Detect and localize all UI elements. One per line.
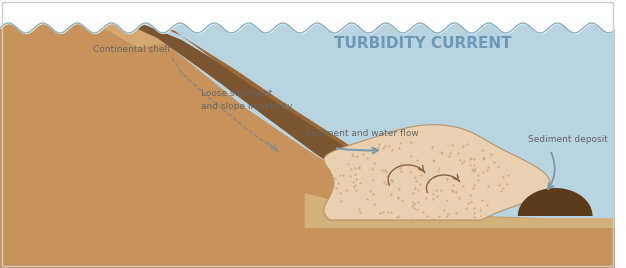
Text: Sediment and water flow: Sediment and water flow <box>305 128 418 137</box>
Text: Sediment deposit: Sediment deposit <box>528 136 607 144</box>
Text: TURBIDITY CURRENT: TURBIDITY CURRENT <box>334 35 511 50</box>
Polygon shape <box>0 0 167 48</box>
Text: Loose sediment
and slope instability: Loose sediment and slope instability <box>202 89 293 111</box>
Polygon shape <box>98 8 481 213</box>
Polygon shape <box>79 6 481 216</box>
Polygon shape <box>324 125 550 220</box>
Text: Continental shelf: Continental shelf <box>93 46 171 54</box>
Polygon shape <box>305 193 615 228</box>
Polygon shape <box>518 188 592 216</box>
